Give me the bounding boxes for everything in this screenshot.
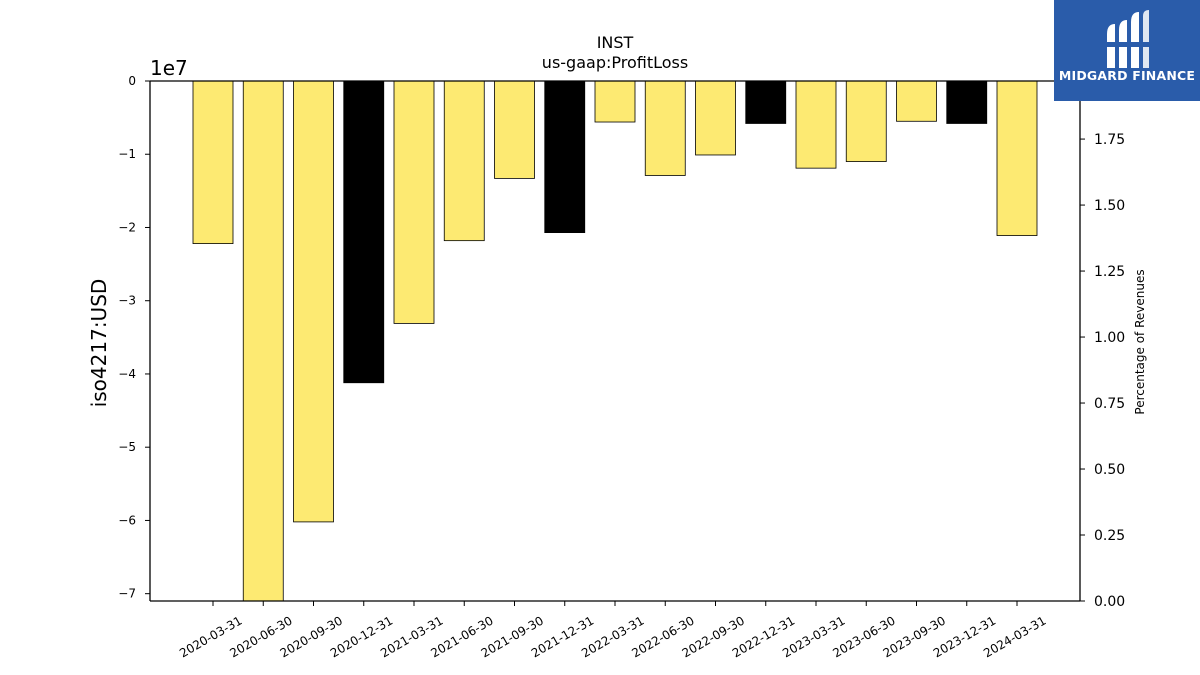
- y2-axis-label: Percentage of Revenues: [1133, 269, 1147, 414]
- bar-2023-09-30: [896, 80, 937, 122]
- y-tick-label: −4: [118, 367, 136, 381]
- y-tick-label: −2: [118, 220, 136, 234]
- chart-title: INST: [597, 33, 634, 52]
- bar-2021-12-31: [544, 80, 586, 234]
- y2-tick-label: 0.00: [1094, 594, 1125, 610]
- y2-tick-label: 0.50: [1094, 462, 1125, 478]
- y-axis-ticks: 0 −1 −2 −3 −4 −5 −6 −7: [118, 74, 150, 601]
- y-tick-label: −1: [118, 147, 136, 161]
- y-axis-label: iso4217:USD: [87, 279, 111, 408]
- logo-text: MIDGARD FINANCE: [1058, 68, 1196, 83]
- bar-2021-03-31: [393, 80, 435, 324]
- midgard-finance-logo: MIDGARD FINANCE: [1054, 0, 1200, 101]
- y2-axis-ticks: 0.00 0.25 0.50 0.75 1.00 1.25 1.50 1.75: [1080, 132, 1125, 610]
- y-tick-label: −6: [118, 513, 136, 527]
- y2-tick-label: 1.25: [1094, 264, 1125, 280]
- bar-2023-12-31: [946, 80, 988, 124]
- y2-tick-label: 1.00: [1094, 330, 1125, 346]
- bar-2022-12-31: [745, 80, 787, 124]
- y2-tick-label: 0.75: [1094, 396, 1125, 412]
- bars-group: [192, 80, 1038, 602]
- y2-tick-label: 1.50: [1094, 198, 1125, 214]
- midgard-logo-icon: [1105, 10, 1149, 68]
- y2-tick-label: 0.25: [1094, 528, 1125, 544]
- bar-2023-06-30: [845, 80, 887, 162]
- bar-2020-06-30: [242, 80, 284, 602]
- x-axis-ticks: 2020-03-312020-06-302020-09-302020-12-31…: [177, 601, 1049, 660]
- bar-2022-09-30: [695, 80, 736, 156]
- bar-2020-03-31: [192, 80, 234, 244]
- y2-tick-label: 1.75: [1094, 132, 1125, 148]
- bar-2024-03-31: [996, 80, 1038, 236]
- bar-2020-12-31: [343, 80, 385, 384]
- y-tick-label: −3: [118, 294, 136, 308]
- bar-2023-03-31: [795, 80, 837, 169]
- bar-2020-09-30: [293, 80, 334, 523]
- bar-2021-09-30: [494, 80, 535, 179]
- bar-2022-03-31: [594, 80, 636, 123]
- bar-2022-06-30: [644, 80, 686, 176]
- chart-subtitle: us-gaap:ProfitLoss: [542, 53, 688, 72]
- y-offset-label: 1e7: [150, 56, 188, 80]
- y-tick-label: 0: [128, 74, 136, 88]
- bar-2021-06-30: [443, 80, 485, 242]
- y-tick-label: −7: [118, 587, 136, 601]
- y-tick-label: −5: [118, 440, 136, 454]
